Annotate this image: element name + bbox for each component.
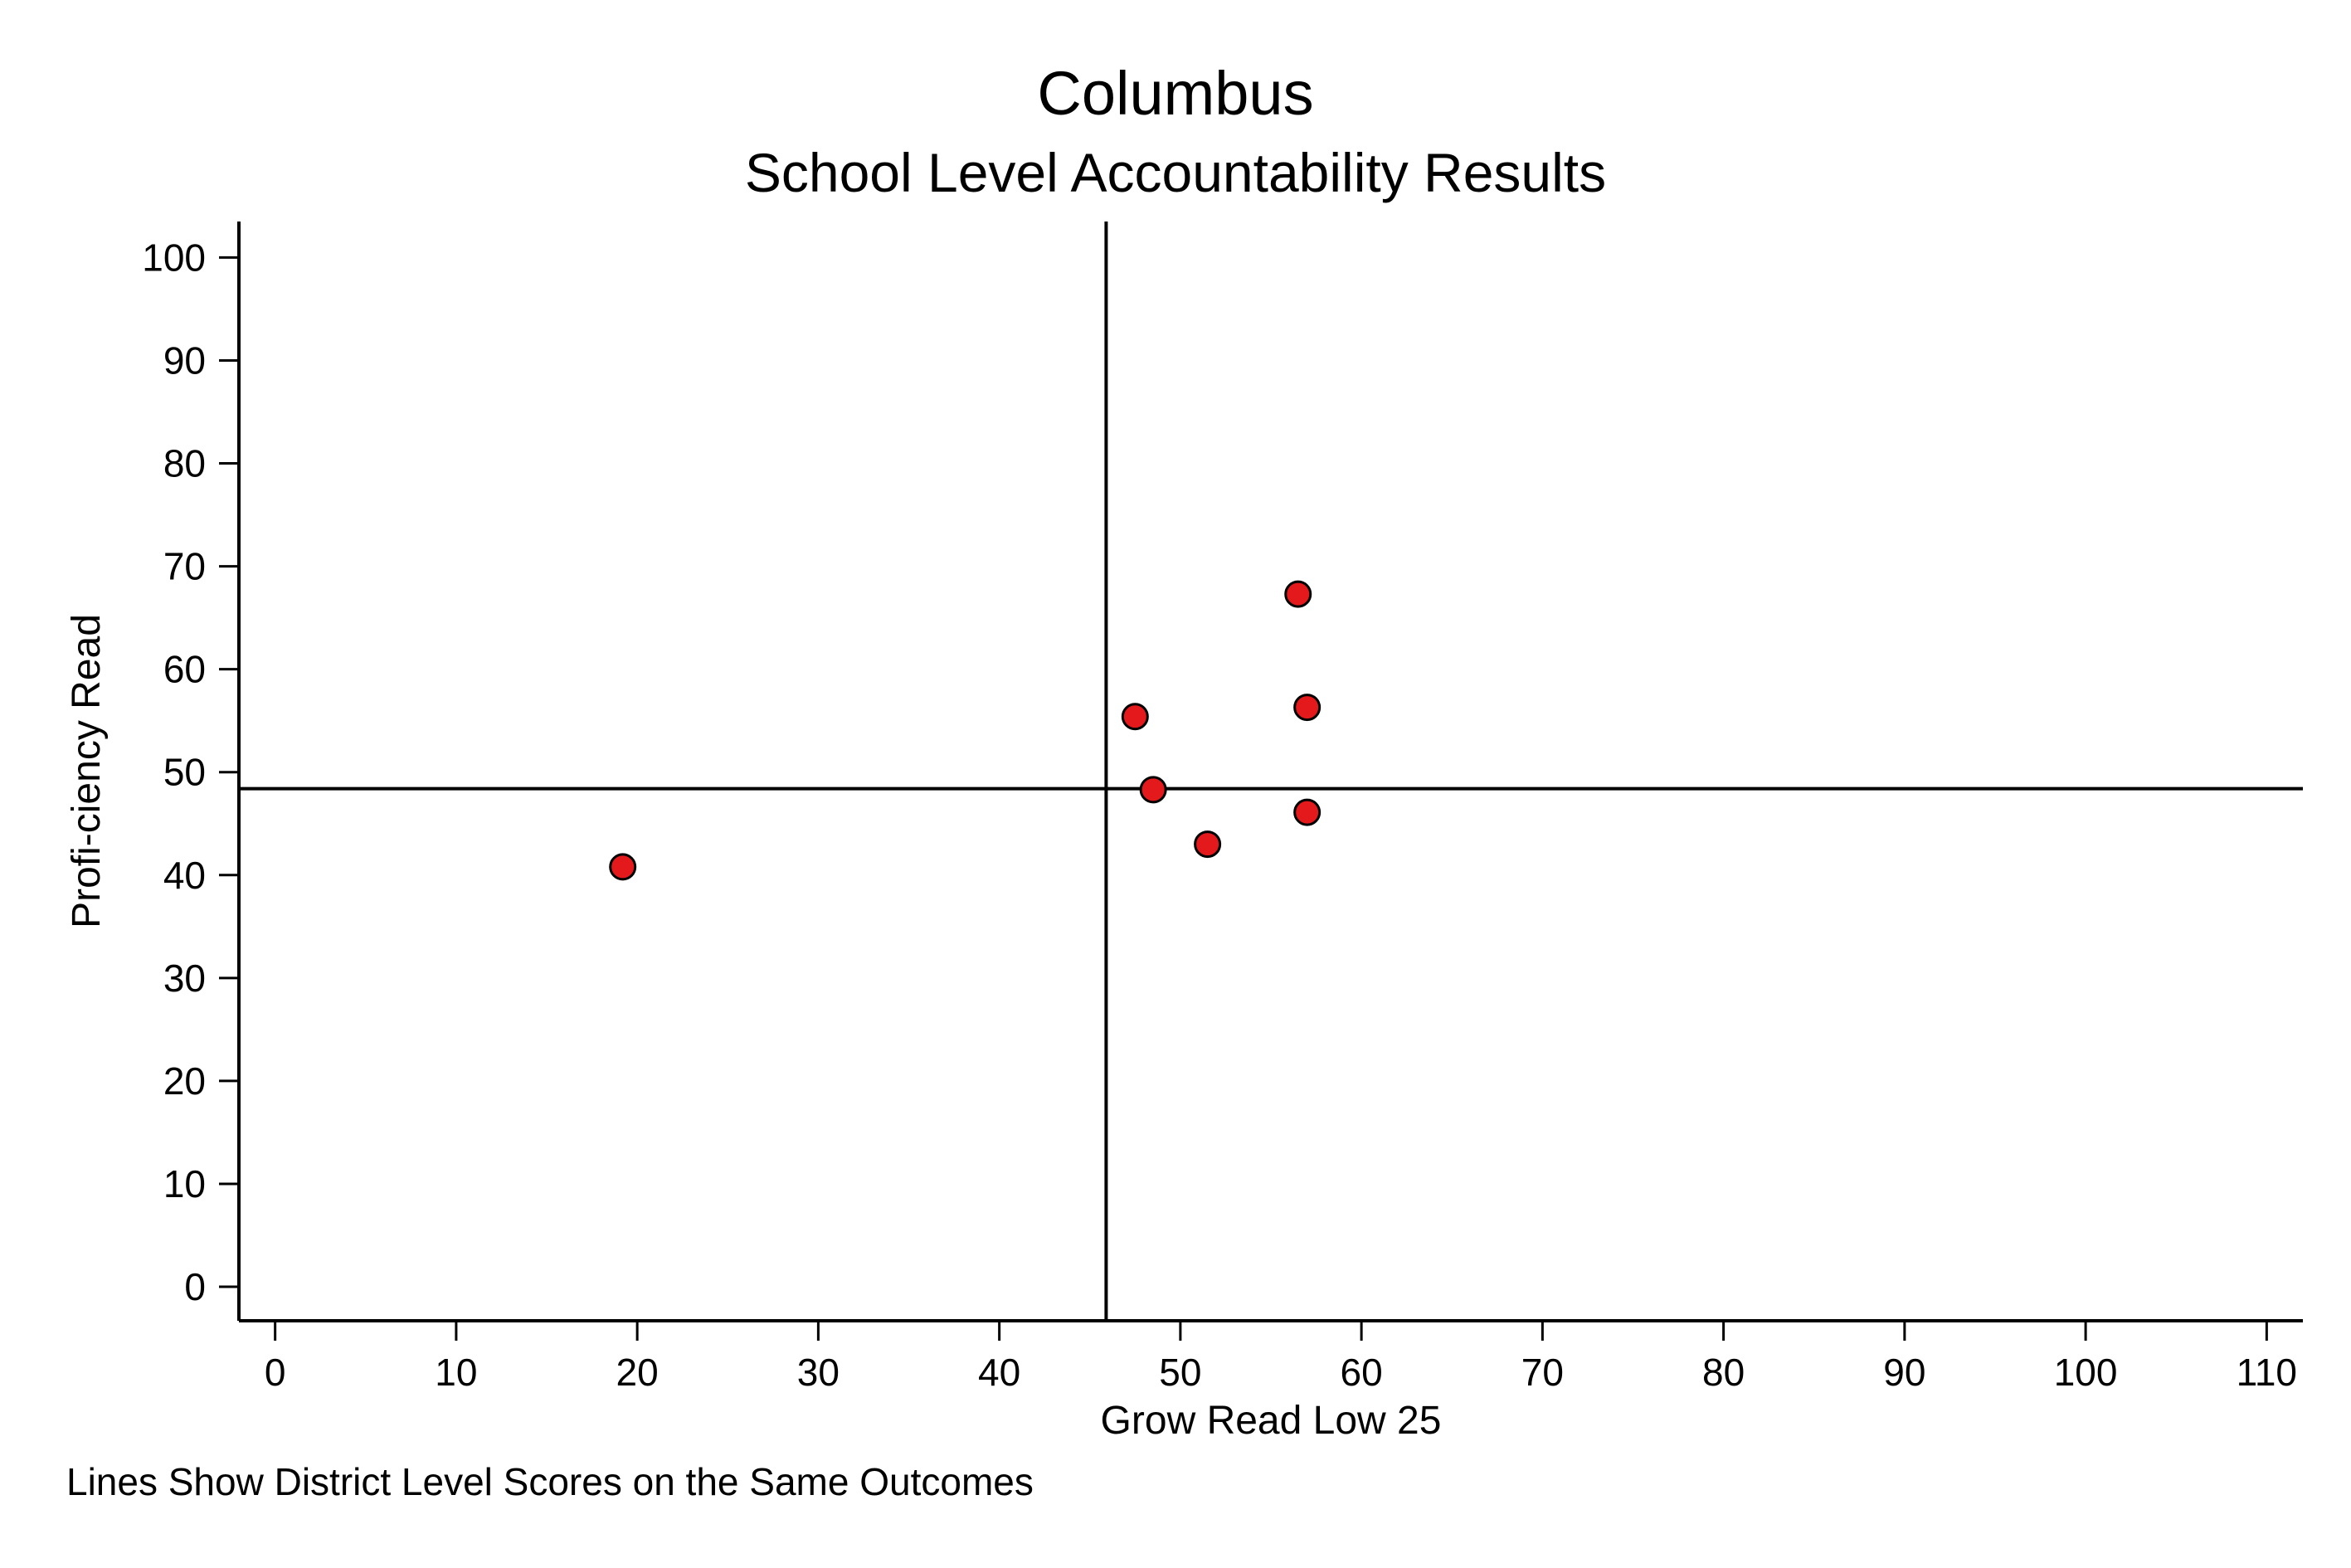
y-tick-label: 10 xyxy=(163,1162,206,1205)
y-tick-label: 80 xyxy=(163,442,206,485)
chart-note: Lines Show District Level Scores on the … xyxy=(66,1460,1034,1503)
x-axis-label: Grow Read Low 25 xyxy=(1101,1399,1442,1443)
y-tick-label: 60 xyxy=(163,648,206,691)
x-tick-label: 110 xyxy=(2237,1351,2297,1394)
y-tick-label: 20 xyxy=(163,1059,206,1103)
x-tick-label: 80 xyxy=(1702,1351,1745,1394)
x-tick-label: 100 xyxy=(2054,1351,2118,1394)
data-point xyxy=(1139,776,1167,804)
data-point xyxy=(1293,694,1322,722)
x-tick-label: 50 xyxy=(1159,1351,1201,1394)
y-tick-label: 70 xyxy=(163,545,206,588)
data-point xyxy=(1284,580,1312,608)
x-tick-label: 30 xyxy=(797,1351,840,1394)
x-tick-label: 70 xyxy=(1521,1351,1564,1394)
x-tick-label: 10 xyxy=(435,1351,477,1394)
y-tick-label: 30 xyxy=(163,957,206,1000)
chart-title: Columbus xyxy=(1037,59,1314,128)
y-tick-label: 0 xyxy=(184,1265,206,1308)
data-point xyxy=(1194,830,1222,859)
x-tick-label: 40 xyxy=(978,1351,1020,1394)
y-axis-label: Profi-ciency Read xyxy=(65,614,109,928)
x-tick-label: 0 xyxy=(265,1351,286,1394)
data-point xyxy=(1121,703,1149,731)
data-point xyxy=(1293,798,1322,826)
y-tick-label: 40 xyxy=(163,854,206,897)
x-tick-label: 20 xyxy=(616,1351,659,1394)
y-tick-label: 90 xyxy=(163,338,206,382)
x-tick-label: 90 xyxy=(1883,1351,1925,1394)
y-tick-label: 50 xyxy=(163,751,206,794)
x-tick-label: 60 xyxy=(1341,1351,1383,1394)
y-tick-label: 100 xyxy=(142,236,206,279)
data-point xyxy=(609,853,637,881)
chart-subtitle: School Level Accountability Results xyxy=(744,142,1607,203)
